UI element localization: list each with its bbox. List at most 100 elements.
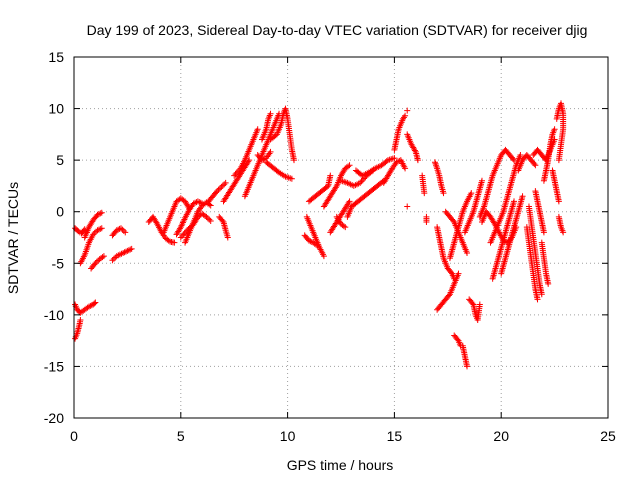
data-point — [207, 217, 214, 224]
data-point — [414, 157, 421, 164]
data-point — [342, 224, 349, 231]
data-point — [196, 199, 203, 206]
data-point — [464, 363, 471, 370]
data-point — [327, 172, 334, 179]
data-point — [95, 226, 102, 233]
data-point — [203, 213, 210, 220]
data-point — [232, 171, 239, 178]
data-point — [224, 234, 231, 241]
data-point — [125, 247, 132, 254]
data-point — [177, 234, 184, 241]
data-point — [233, 169, 240, 176]
data-point — [216, 185, 223, 192]
data-point — [109, 257, 116, 264]
data-point — [258, 157, 265, 164]
data-point — [87, 302, 94, 309]
data-point — [122, 248, 129, 255]
data-point — [464, 249, 471, 256]
data-point — [545, 280, 552, 287]
data-point — [92, 299, 99, 306]
data-point — [116, 225, 123, 232]
data-point — [192, 199, 199, 206]
data-point — [305, 237, 312, 244]
data-point — [469, 300, 476, 307]
data-point — [235, 168, 242, 175]
data-point — [95, 211, 102, 218]
data-point — [540, 229, 547, 236]
data-point — [214, 188, 221, 195]
data-point — [124, 247, 131, 254]
data-point — [340, 223, 347, 230]
y-tick-label: 0 — [56, 204, 64, 220]
data-point — [440, 190, 447, 197]
data-point — [222, 179, 229, 186]
data-point — [207, 202, 214, 209]
data-point — [171, 239, 178, 246]
data-point — [181, 230, 188, 237]
data-point — [260, 156, 267, 163]
data-point — [117, 225, 124, 232]
y-tick-label: 10 — [48, 101, 64, 117]
data-point — [448, 269, 455, 276]
data-point — [288, 175, 295, 182]
y-tick-label: 15 — [48, 49, 64, 65]
data-point — [180, 231, 187, 238]
data-point — [120, 249, 127, 256]
data-point — [346, 162, 353, 169]
data-point — [127, 246, 134, 253]
data-point — [121, 249, 128, 256]
data-point — [153, 219, 160, 226]
data-point — [91, 300, 98, 307]
data-point — [404, 107, 411, 114]
data-point — [509, 155, 516, 162]
data-point — [402, 165, 409, 172]
data-point — [555, 157, 562, 164]
data-point — [94, 211, 101, 218]
data-point — [197, 199, 204, 206]
data-point — [555, 198, 562, 205]
data-point — [219, 217, 226, 224]
data-point — [534, 296, 541, 303]
data-point — [221, 181, 228, 188]
data-point — [85, 303, 92, 310]
data-point — [560, 229, 567, 236]
data-point — [99, 254, 106, 261]
axis-ticks — [73, 56, 609, 419]
data-point — [345, 163, 352, 170]
x-tick-label: 5 — [177, 428, 185, 444]
y-tick-label: -10 — [44, 307, 64, 323]
data-point — [215, 186, 222, 193]
data-point — [531, 161, 538, 168]
data-point — [218, 183, 225, 190]
data-point — [119, 226, 126, 233]
data-point — [98, 209, 105, 216]
data-point — [411, 147, 418, 154]
plot-frame — [73, 56, 609, 419]
data-point — [538, 291, 545, 298]
y-tick-label: -15 — [44, 358, 64, 374]
data-point — [393, 159, 400, 166]
data-point — [445, 292, 452, 299]
data-point — [476, 301, 483, 308]
data-point — [404, 203, 411, 210]
data-point — [97, 210, 104, 217]
data-point — [511, 198, 518, 205]
data-point — [165, 237, 172, 244]
y-tick-label: -20 — [44, 410, 64, 426]
data-point — [345, 199, 352, 206]
data-point — [206, 216, 213, 223]
data-point — [97, 225, 104, 232]
data-point — [468, 190, 475, 197]
data-point — [267, 148, 274, 155]
x-tick-label: 20 — [493, 428, 509, 444]
data-point — [519, 193, 526, 200]
data-point — [190, 200, 197, 207]
data-point — [231, 172, 238, 179]
data-point — [291, 157, 298, 164]
data-point — [113, 227, 120, 234]
data-point — [320, 253, 327, 260]
data-point — [454, 336, 461, 343]
data-point — [314, 242, 321, 249]
data-point — [532, 162, 539, 169]
